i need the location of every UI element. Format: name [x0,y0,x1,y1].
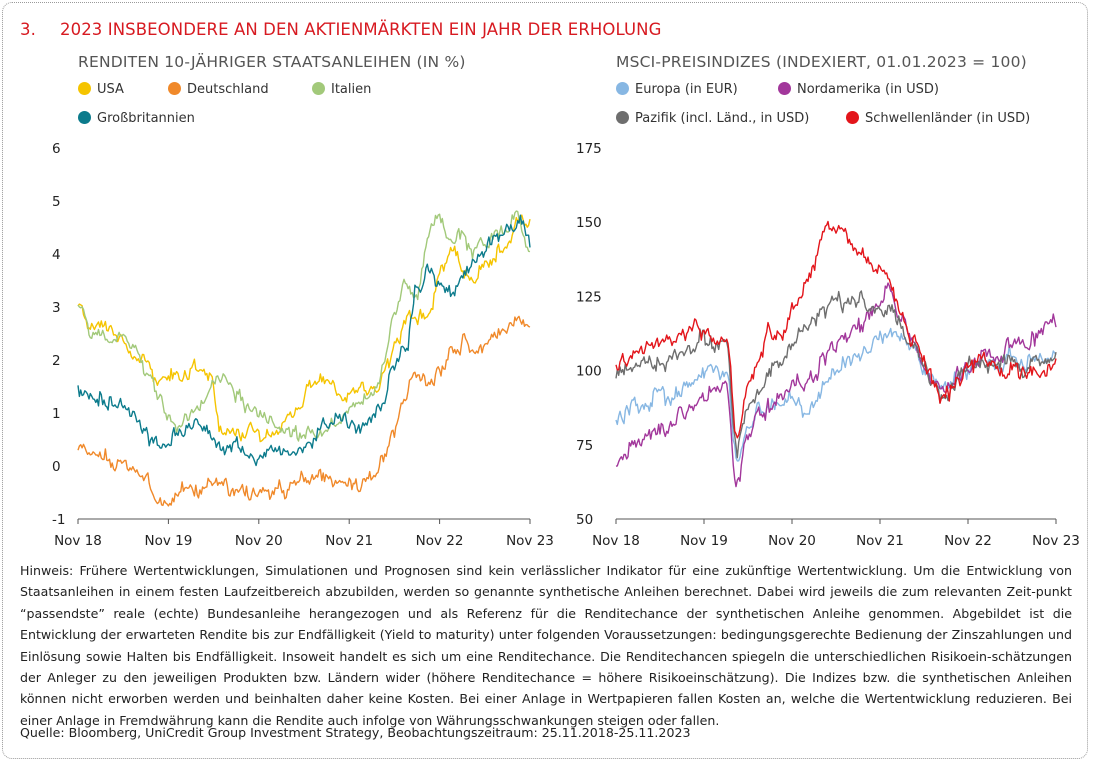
x-tick-label: Nov 21 [325,533,373,549]
y-tick-label: -1 [52,512,65,528]
legend-dot-deutschland [168,82,181,95]
legend-item-italien: Italien [312,82,371,97]
legend-dot-italien [312,82,325,95]
y-tick-label: 2 [52,353,61,369]
series-line-1 [77,315,531,507]
figure-heading: 3. 2023 INSBEONDERE AN DEN AKTIENMÄRKTEN … [20,20,661,39]
right-legend: Europa (in EUR) Nordamerika (in USD) Paz… [616,82,1076,132]
x-tick-label: Nov 22 [416,533,464,549]
legend-item-europa: Europa (in EUR) [616,82,738,97]
x-tick-label: Nov 18 [54,533,102,549]
y-tick-label: 1 [52,406,61,422]
y-tick-label: 4 [52,247,61,263]
legend-item-nordamerika: Nordamerika (in USD) [778,82,939,97]
msci-chart: 175 150 125 100 75 50 Nov 18 Nov 19 Nov 20 Nov 21… [576,141,1080,549]
yields-chart: 6 5 4 3 2 1 0 -1 Nov 18 Nov 19 Nov 20 Nov 21 Nov 22 N… [52,141,554,549]
legend-label-grossbritannien: Großbritannien [97,111,195,126]
legend-dot-pazifik [616,111,629,124]
y-tick-label: 175 [576,141,602,157]
legend-item-pazifik: Pazifik (incl. Länd., in USD) [616,111,809,126]
figure-number: 3. [20,20,36,39]
y-tick-label: 6 [52,141,61,157]
series-line-2 [615,290,1057,459]
series-line-1 [615,282,1057,488]
legend-label-nordamerika: Nordamerika (in USD) [797,82,939,97]
x-tick-label: Nov 21 [856,533,904,549]
figure-title: 2023 INSBEONDERE AN DEN AKTIENMÄRKTEN EI… [60,20,662,39]
legend-dot-usa [78,82,91,95]
y-tick-label: 100 [576,364,602,380]
disclaimer-note: Hinweis: Frühere Wertentwicklungen, Simu… [20,563,1072,728]
legend-dot-europa [616,82,629,95]
y-tick-label: 0 [52,459,61,475]
series-line-2 [77,210,531,442]
legend-dot-nordamerika [778,82,791,95]
x-tick-label: Nov 20 [768,533,816,549]
right-chart-title: MSCI-PREISINDIZES (INDEXIERT, 01.01.2023… [616,53,1027,71]
legend-label-deutschland: Deutschland [187,82,269,97]
y-tick-label: 3 [52,300,61,316]
series-line-3 [77,214,531,467]
series-line-0 [77,214,531,443]
x-tick-label: Nov 19 [144,533,192,549]
legend-item-grossbritannien: Großbritannien [78,111,195,126]
legend-label-usa: USA [97,82,124,97]
y-tick-label: 150 [576,215,602,231]
legend-dot-schwellenlaender [846,111,859,124]
legend-dot-grossbritannien [78,111,91,124]
legend-label-italien: Italien [331,82,372,97]
y-tick-label: 5 [52,194,61,210]
left-chart-title: RENDITEN 10-JÄHRIGER STAATSANLEIHEN (IN … [78,53,466,71]
x-tick-label: Nov 22 [944,533,992,549]
left-legend: USA Deutschland Italien Großbritannien [78,82,538,132]
legend-item-schwellenlaender: Schwellenländer (in USD) [846,111,1030,126]
legend-item-deutschland: Deutschland [168,82,269,97]
x-tick-label: Nov 23 [1032,533,1080,549]
x-tick-label: Nov 20 [235,533,283,549]
source-line: Quelle: Bloomberg, UniCredit Group Inves… [20,725,691,740]
x-tick-label: Nov 18 [592,533,640,549]
y-tick-label: 50 [576,512,593,528]
legend-item-usa: USA [78,82,124,97]
y-tick-label: 75 [576,438,593,454]
series-line-3 [615,220,1057,439]
legend-label-schwellenlaender: Schwellenländer (in USD) [865,111,1031,126]
legend-label-pazifik: Pazifik (incl. Länd., in USD) [635,111,810,126]
x-tick-label: Nov 19 [680,533,728,549]
legend-label-europa: Europa (in EUR) [635,82,738,97]
y-tick-label: 125 [576,289,602,305]
x-tick-label: Nov 23 [506,533,554,549]
